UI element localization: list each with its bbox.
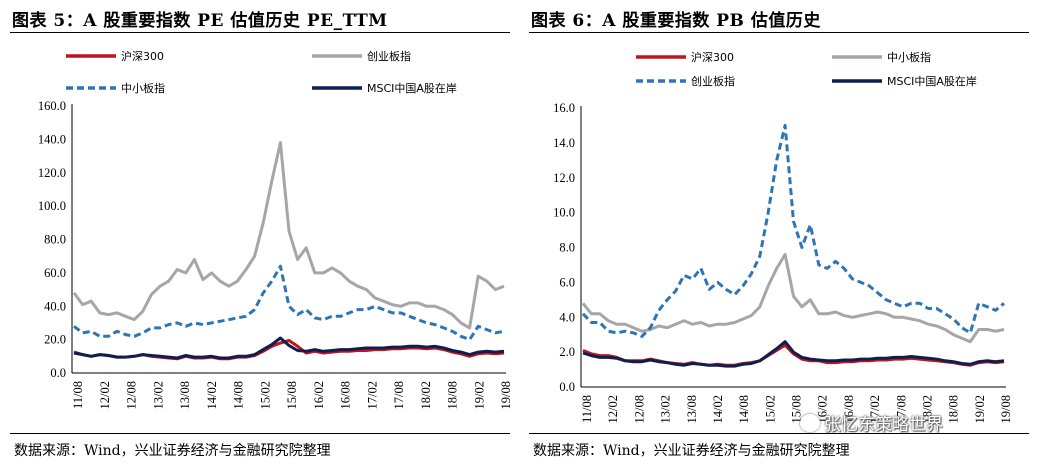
x-tick-label: 12/02 [606, 395, 620, 423]
y-tick-label: 60.0 [44, 266, 66, 280]
x-tick-label: 16/08 [339, 381, 353, 409]
legend-label: 创业板指 [691, 74, 735, 88]
x-tick-label: 14/02 [711, 395, 725, 423]
legend-label: MSCI中国A股在岸 [887, 75, 977, 88]
y-tick-label: 40.0 [44, 299, 66, 313]
y-tick-label: 8.0 [559, 241, 575, 255]
pe-line-chart: 0.0 20.0 40.0 60.0 80.0 100.0 120.0 140.0 160.0 1… [38, 49, 513, 409]
pb-line-chart: 0.0 2.0 4.0 6.0 8.0 10.0 12.0 14.0 16.0 11/08 12/0… [553, 50, 1013, 423]
source-note: 数据来源：Wind，兴业证券经济与金融研究院整理 [533, 443, 850, 459]
x-tick-label: 16/02 [312, 381, 326, 409]
y-tick-label: 2.0 [559, 345, 575, 359]
x-tick-label: 16/08 [842, 395, 856, 423]
legend-label: 创业板指 [367, 49, 411, 63]
x-tick-label: 12/02 [98, 381, 112, 409]
x-tick-label: 14/08 [232, 381, 246, 409]
x-tick-label: 15/02 [763, 395, 777, 423]
watermark-text: 张忆东策略世界 [824, 415, 943, 435]
y-tick-label: 4.0 [559, 310, 575, 324]
x-tick-label: 17/02 [365, 381, 379, 409]
x-tick-label: 13/02 [151, 381, 165, 409]
x-tick-label: 18/02 [920, 395, 934, 423]
y-tick-label: 120.0 [38, 166, 66, 180]
y-tick-label: 12.0 [553, 171, 575, 185]
x-tick-label: 18/08 [446, 381, 460, 409]
x-tick-label: 13/08 [178, 381, 192, 409]
source-rule [529, 433, 1029, 434]
y-tick-label: 16.0 [553, 101, 575, 115]
y-tick-label: 160.0 [38, 99, 66, 113]
x-tick-label: 11/08 [580, 395, 594, 423]
x-tick-label: 17/02 [868, 395, 882, 423]
y-tick-label: 100.0 [38, 199, 66, 213]
pe-chart-panel: 图表 5：A 股重要指数 PE 估值历史 PE_TTM 0.0 20.0 40.0 6… [0, 0, 518, 468]
x-tick-label: 19/02 [472, 381, 486, 409]
x-tick-label: 12/08 [632, 395, 646, 423]
series-line [582, 340, 1005, 368]
x-tick-label: 17/08 [392, 381, 406, 409]
legend-label: 中小板指 [121, 81, 165, 95]
watermark: 张忆东策略世界 [800, 410, 943, 435]
x-tick-label: 19/02 [973, 395, 987, 423]
source-note: 数据来源：Wind，兴业证券经济与金融研究院整理 [14, 443, 331, 459]
legend-label: 沪深300 [121, 49, 164, 63]
wechat-icon [800, 414, 820, 432]
x-tick-label: 11/08 [71, 381, 85, 409]
x-tick-label: 19/08 [999, 395, 1013, 423]
x-tick-label: 12/08 [125, 381, 139, 409]
x-tick-label: 16/02 [816, 395, 830, 423]
y-tick-label: 140.0 [38, 132, 66, 146]
legend-label: 中小板指 [887, 50, 931, 64]
series-line [581, 123, 1005, 338]
x-tick-label: 14/08 [737, 395, 751, 423]
y-tick-label: 10.0 [553, 206, 575, 220]
y-tick-label: 0.0 [50, 366, 66, 380]
y-tick-label: 0.0 [559, 380, 575, 394]
pb-chart-panel: 图表 6：A 股重要指数 PB 估值历史 0.0 2.0 4.0 6.0 8.0 10.0… [519, 0, 1037, 468]
y-tick-label: 20.0 [44, 333, 66, 347]
x-tick-label: 15/08 [285, 381, 299, 409]
title-rule [10, 32, 510, 33]
chart-title: 图表 6：A 股重要指数 PB 估值历史 [531, 11, 821, 31]
series-line [72, 141, 505, 330]
series-line [73, 264, 505, 342]
x-tick-label: 18/08 [947, 395, 961, 423]
y-tick-label: 6.0 [559, 275, 575, 289]
series-line [73, 336, 505, 360]
x-tick-label: 19/08 [499, 381, 513, 409]
x-tick-label: 14/02 [205, 381, 219, 409]
x-tick-label: 13/08 [685, 395, 699, 423]
x-tick-label: 13/02 [659, 395, 673, 423]
source-rule [10, 433, 510, 434]
x-tick-label: 18/02 [419, 381, 433, 409]
y-tick-label: 14.0 [553, 136, 575, 150]
legend-label: 沪深300 [691, 50, 734, 64]
y-tick-label: 80.0 [44, 233, 66, 247]
series-line [581, 253, 1005, 344]
x-tick-label: 15/02 [258, 381, 272, 409]
x-tick-label: 15/08 [790, 395, 804, 423]
chart-title: 图表 5：A 股重要指数 PE 估值历史 PE_TTM [12, 11, 388, 31]
legend-label: MSCI中国A股在岸 [367, 82, 457, 95]
title-rule [529, 32, 1029, 33]
x-tick-label: 17/08 [894, 395, 908, 423]
